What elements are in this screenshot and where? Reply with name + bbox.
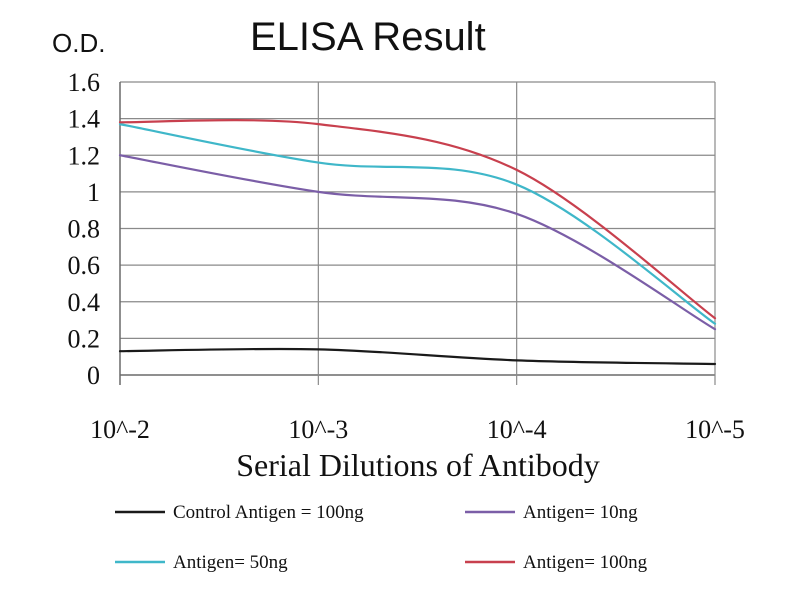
y-axis-ticks: 0 0.2 0.4 0.6 0.8 1 1.2 1.4 1.6: [68, 68, 101, 390]
y-tick-label: 0.2: [68, 324, 101, 353]
series-line-3: [118, 123, 717, 325]
y-axis-unit-label: O.D.: [52, 28, 105, 58]
y-tick-label: 0.8: [68, 215, 101, 244]
y-tick-label: 1.4: [68, 105, 101, 134]
y-tick-label: 0.6: [68, 251, 101, 280]
series-line-2: [118, 154, 717, 331]
y-tick-label: 1.6: [68, 68, 101, 97]
x-tick-label: 10^-3: [288, 415, 348, 444]
legend-label: Antigen= 10ng: [523, 502, 638, 523]
legend: Control Antigen = 100ng Antigen= 10ng Anti…: [115, 502, 648, 573]
grid: [119, 81, 716, 385]
x-axis-label: Serial Dilutions of Antibody: [236, 447, 600, 483]
y-tick-label: 0.4: [68, 288, 101, 317]
x-axis-ticks: 10^-2 10^-3 10^-4 10^-5: [90, 415, 745, 444]
y-tick-label: 1.2: [68, 141, 101, 170]
legend-label: Control Antigen = 100ng: [173, 502, 364, 523]
series-line-1: [118, 347, 717, 366]
legend-label: Antigen= 50ng: [173, 552, 288, 573]
series-line-4: [118, 119, 717, 320]
chart-title: ELISA Result: [250, 15, 486, 59]
y-tick-label: 1: [87, 178, 100, 207]
y-tick-label: 0: [87, 361, 100, 390]
series-lines: [118, 119, 717, 366]
legend-label: Antigen= 100ng: [523, 552, 648, 573]
x-tick-label: 10^-5: [685, 415, 745, 444]
x-tick-label: 10^-2: [90, 415, 150, 444]
x-tick-label: 10^-4: [487, 415, 547, 444]
